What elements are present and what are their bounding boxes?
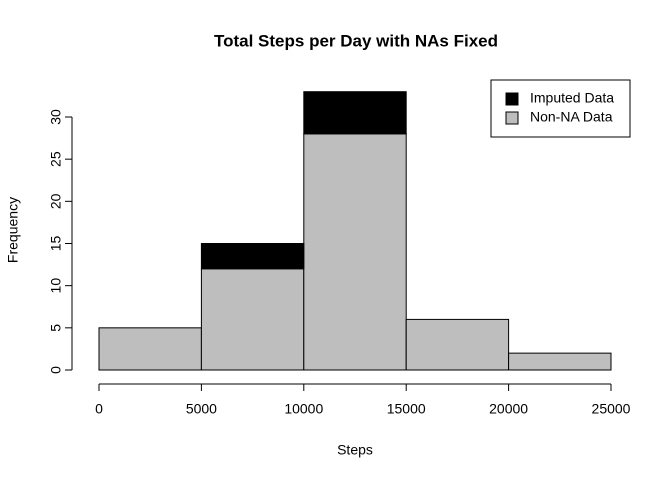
x-tick-label: 15000 [387,401,426,417]
y-tick-label: 20 [48,193,64,209]
x-tick-label: 5000 [186,401,217,417]
bar [200,243,305,270]
y-tick-label: 0 [48,366,64,374]
bar [303,133,407,371]
x-tick-label: 20000 [489,401,528,417]
bar [508,352,612,371]
x-axis-label: Steps [337,442,373,458]
bar [405,318,510,371]
y-axis-label: Frequency [5,197,21,263]
x-tick-label: 0 [95,401,103,417]
x-tick-label: 25000 [592,401,631,417]
y-tick-label: 30 [48,109,64,125]
chart-title: Total Steps per Day with NAs Fixed [214,31,498,50]
y-tick-label: 15 [48,236,64,252]
y-tick-label: 25 [48,151,64,167]
y-tick-label: 5 [48,324,64,332]
legend-label: Imputed Data [530,90,614,106]
bar [303,91,407,135]
x-tick-label: 10000 [284,401,323,417]
legend-swatch [505,92,519,106]
bar [98,327,202,371]
bar [200,268,305,371]
legend-box [490,79,631,138]
legend-label: Non-NA Data [530,109,613,125]
legend-swatch [505,111,519,125]
y-tick-label: 10 [48,278,64,294]
